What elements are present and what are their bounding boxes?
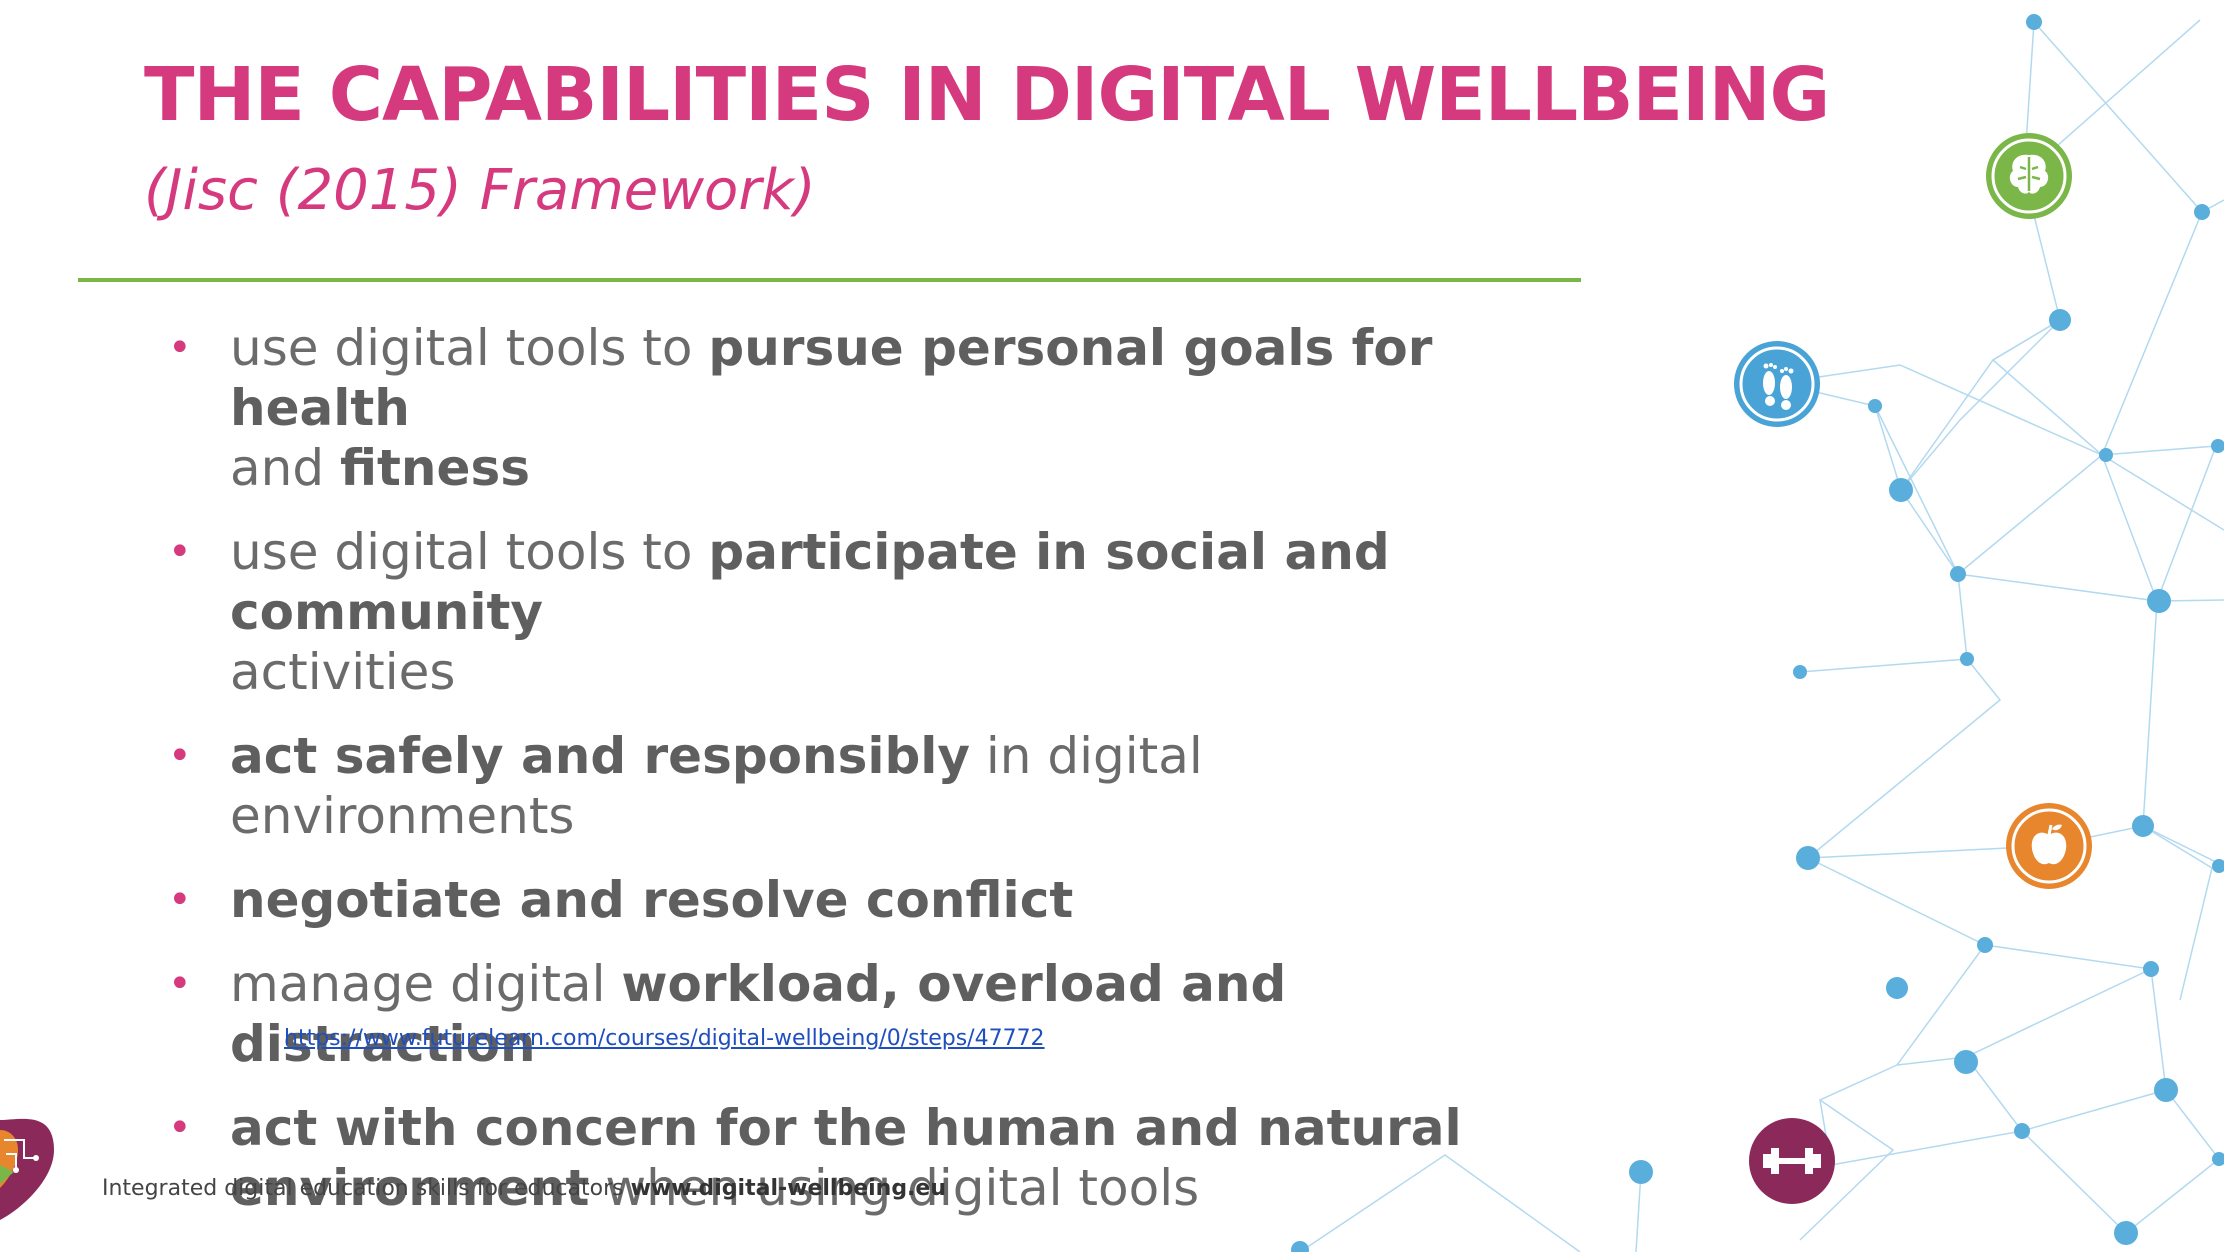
bullet-text: use digital tools to participate in soci…	[230, 523, 1390, 701]
title-divider	[78, 278, 1581, 282]
footer: Integrated digital education skills for …	[102, 1176, 946, 1201]
slide-title: THE CAPABILITIES IN DIGITAL WELLBEING	[144, 52, 1830, 138]
digital-wellbeing-logo	[0, 1118, 54, 1220]
bullet-icon: •	[168, 877, 192, 923]
bullet-icon: •	[168, 325, 192, 371]
list-item: • act safely and responsibly in digital …	[160, 726, 1560, 846]
bullet-text: use digital tools to pursue personal goa…	[230, 319, 1433, 497]
bullet-icon: •	[168, 961, 192, 1007]
source-link[interactable]: https://www.futurelearn.com/courses/digi…	[284, 1026, 1045, 1051]
footer-website: www.digital-wellbeing.eu	[630, 1176, 947, 1201]
list-item: • use digital tools to participate in so…	[160, 522, 1560, 702]
list-item: • negotiate and resolve conflict	[160, 870, 1560, 930]
bullet-text: negotiate and resolve conflict	[230, 871, 1074, 929]
bullet-text: act safely and responsibly in digital en…	[230, 727, 1203, 845]
footprints-icon	[1734, 341, 1820, 427]
bullet-text: act with concern for the human and natur…	[230, 1099, 1462, 1217]
bullet-icon: •	[168, 1105, 192, 1151]
capabilities-list: • use digital tools to pursue personal g…	[160, 318, 1560, 1242]
bullet-icon: •	[168, 733, 192, 779]
apple-icon	[2006, 803, 2092, 889]
footer-text: Integrated digital education skills for …	[102, 1176, 631, 1201]
slide-subtitle: (Jisc (2015) Framework)	[144, 158, 816, 223]
brain-icon	[1986, 133, 2072, 219]
dumbbell-icon	[1749, 1118, 1835, 1204]
list-item: • manage digital workload, overload and …	[160, 954, 1560, 1074]
bullet-icon: •	[168, 529, 192, 575]
bullet-text: manage digital workload, overload and di…	[230, 955, 1287, 1073]
list-item: • use digital tools to pursue personal g…	[160, 318, 1560, 498]
list-item: • act with concern for the human and nat…	[160, 1098, 1560, 1218]
